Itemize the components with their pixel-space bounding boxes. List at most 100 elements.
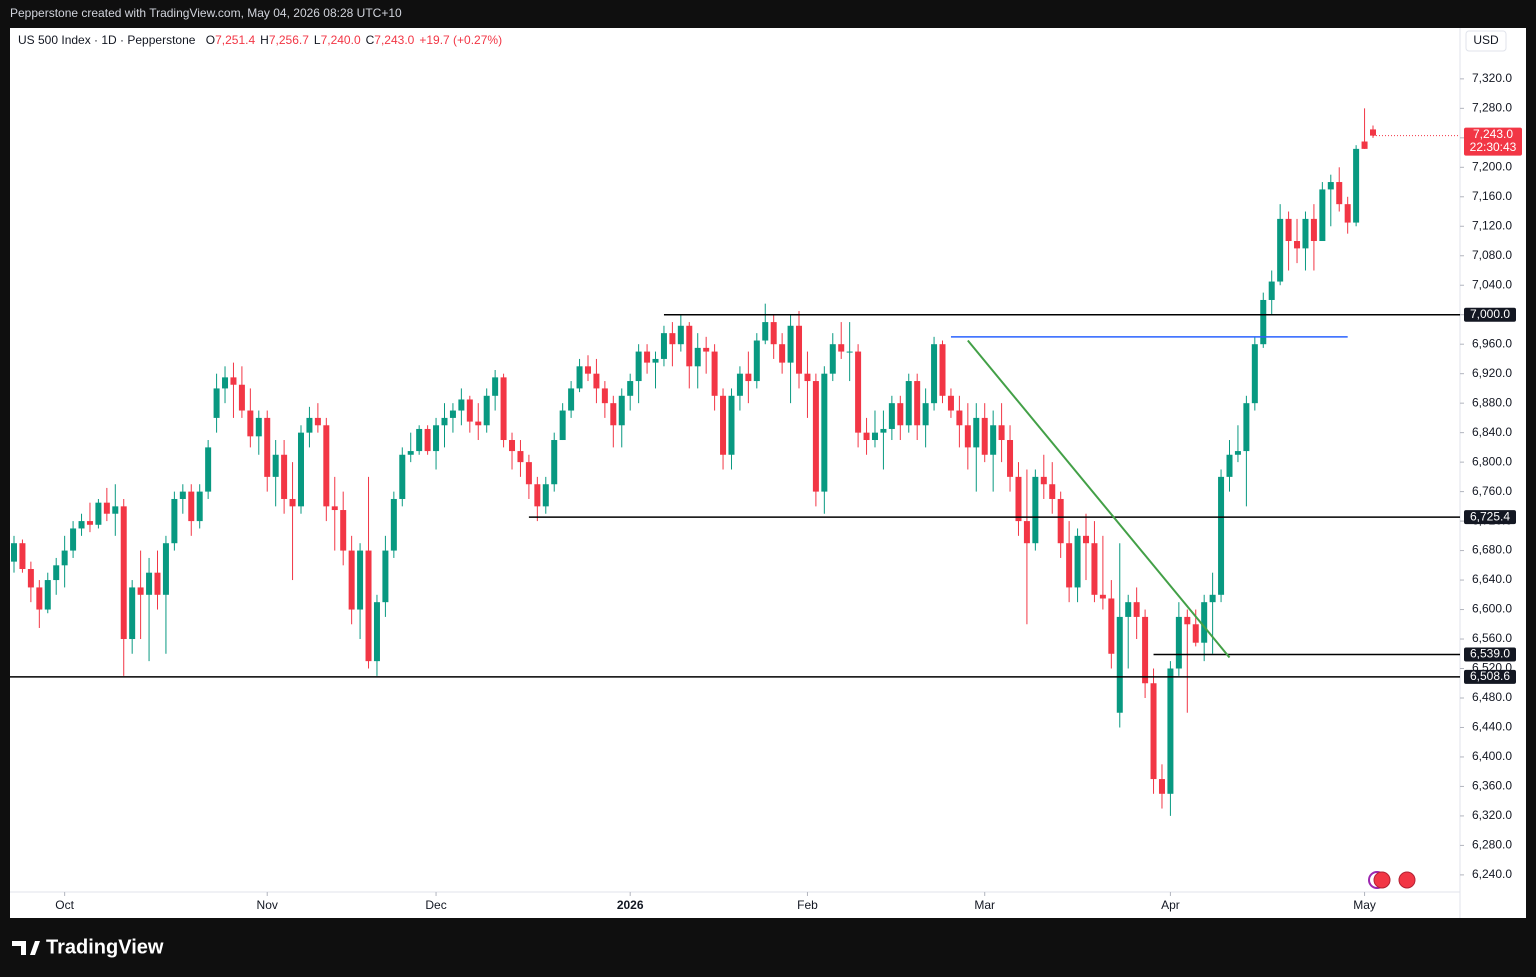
candle-body (880, 428, 887, 433)
candle-body (770, 322, 777, 345)
ohlc-value: 7,240.0 (321, 33, 361, 47)
candle-body (382, 550, 389, 603)
x-tick-label: Feb (797, 898, 818, 912)
symbol: US 500 Index · 1D · Pepperstone (18, 33, 196, 47)
x-tick-label: Mar (974, 898, 995, 912)
y-tick-label: 7,200.0 (1472, 159, 1512, 173)
candle-body (146, 572, 153, 595)
candle-body (103, 502, 110, 514)
y-tick-label: 6,440.0 (1472, 720, 1512, 734)
candle-body (1344, 204, 1351, 223)
candle-body (323, 425, 330, 507)
candle-body (1142, 616, 1149, 684)
ohlc-key: C (366, 33, 375, 47)
candle-body (112, 506, 119, 514)
candle-body (188, 491, 195, 522)
y-tick-label: 6,640.0 (1472, 572, 1512, 586)
candle-body (129, 587, 136, 640)
candle-body (1370, 129, 1376, 136)
x-tick-label: Nov (257, 898, 278, 912)
candle-body (534, 484, 541, 507)
y-tick-label: 6,600.0 (1472, 602, 1512, 616)
candle-body (1260, 299, 1267, 345)
candle-body (998, 425, 1005, 441)
candle-body (213, 388, 220, 418)
candle-body (627, 381, 634, 396)
candle-body (466, 399, 473, 422)
candle-body (1251, 344, 1258, 404)
candle-body (230, 377, 237, 385)
candle-body (812, 381, 819, 492)
candle-body (390, 498, 397, 551)
x-tick-label: Dec (425, 898, 446, 912)
candle-body (509, 440, 516, 452)
y-tick-label: 7,280.0 (1472, 101, 1512, 115)
candle-body (238, 384, 245, 411)
y-tick-label: 6,280.0 (1472, 838, 1512, 852)
change: +19.7 (+0.27%) (419, 33, 502, 47)
candle-body (1302, 218, 1309, 249)
candle-body (1083, 535, 1090, 544)
logo-mark (12, 941, 40, 955)
candle-body (492, 377, 499, 396)
level-label: 6,539.0 (1470, 647, 1510, 661)
y-tick-label: 6,760.0 (1472, 484, 1512, 498)
candle-body (1099, 594, 1106, 599)
candle-body (1234, 451, 1241, 455)
candle-body (610, 403, 617, 426)
candle-body (796, 325, 803, 374)
candle-body (660, 333, 667, 359)
candle-body (36, 587, 43, 610)
candle-body (53, 565, 60, 581)
candle-body (669, 333, 676, 345)
candle-body (196, 491, 203, 522)
candle-body (475, 421, 482, 426)
candle-body (449, 410, 456, 418)
trendline (967, 339, 1231, 659)
candle-body (255, 417, 262, 437)
candle-body (1361, 141, 1368, 149)
y-tick-label: 6,560.0 (1472, 631, 1512, 645)
candle-body (931, 344, 938, 404)
candle-body (517, 451, 524, 463)
candle-body (297, 432, 304, 507)
candle-body (357, 550, 364, 610)
candle-body (897, 403, 904, 426)
x-tick-label: 2026 (617, 898, 644, 912)
candle-body (618, 395, 625, 426)
candle-body (779, 344, 786, 363)
candle-body (272, 454, 279, 477)
candle-body (154, 572, 161, 595)
candle-body (745, 373, 752, 382)
candle-body (179, 491, 186, 499)
candle-body (635, 351, 642, 382)
candle-body (500, 377, 507, 441)
candle-body (78, 521, 85, 529)
candle-body (1167, 668, 1174, 794)
candle-body (1040, 476, 1047, 485)
candle-body (652, 358, 659, 363)
candle-body (838, 344, 845, 352)
level-badge (1464, 307, 1516, 322)
y-tick-label: 6,960.0 (1472, 336, 1512, 350)
candle-body (1285, 218, 1292, 242)
candle-body (1074, 535, 1081, 588)
brand-name: TradingView (46, 936, 164, 958)
candle-body (525, 462, 532, 485)
candle-body (753, 340, 760, 382)
ohlc-key: L (314, 33, 321, 47)
candle-body (1277, 218, 1284, 282)
y-tick-label: 7,080.0 (1472, 248, 1512, 262)
candle-body (365, 550, 372, 662)
chart-panel (10, 28, 1526, 918)
candle-body (416, 428, 423, 452)
ohlc-key: H (260, 33, 269, 47)
candle-body (1294, 241, 1301, 249)
level-label: 6,725.4 (1470, 509, 1510, 523)
candle-body (1066, 543, 1073, 588)
candle-body (424, 428, 431, 452)
candle-body (1184, 616, 1191, 625)
candle-body (568, 388, 575, 411)
candle-body (27, 569, 34, 588)
